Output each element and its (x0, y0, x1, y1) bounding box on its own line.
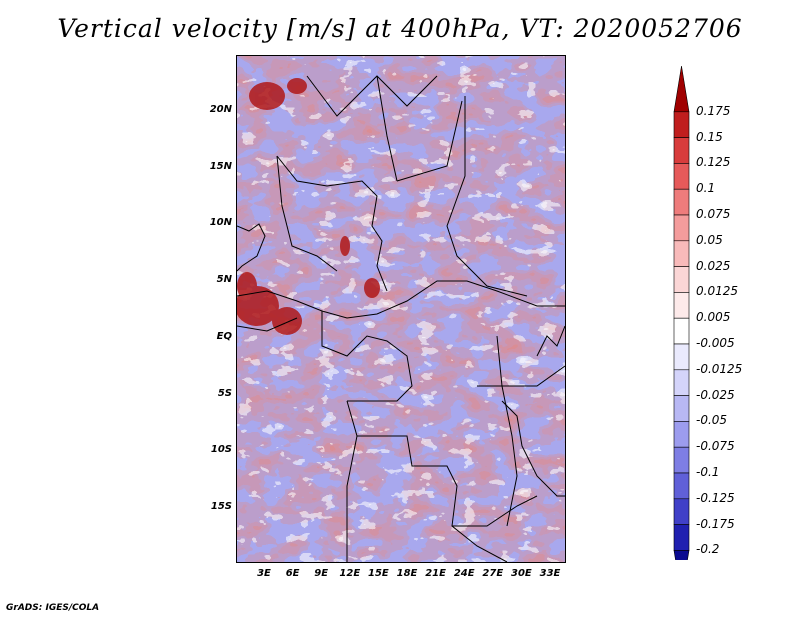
colorbar-swatch (673, 266, 690, 293)
colorbar-tick-label: -0.2 (696, 542, 720, 557)
map-title: Vertical velocity [m/s] at 400hPa, VT: 2… (57, 14, 743, 43)
colorbar-swatch (673, 524, 690, 551)
colorbar-tick-label: 0.005 (696, 310, 731, 325)
colorbar-swatch (673, 369, 690, 396)
lat-tick-label: 15S (210, 500, 232, 512)
colorbar-tick-label: -0.05 (696, 413, 728, 428)
colorbar-swatch (673, 395, 690, 422)
lon-tick-label: 6E (285, 568, 300, 579)
lat-tick-label: EQ (216, 330, 232, 342)
lon-tick-label: 21E (425, 568, 446, 579)
lat-tick-label: 10S (210, 444, 232, 456)
colorbar-tick-label: -0.075 (696, 439, 735, 454)
colorbar-tick-label: 0.125 (696, 155, 731, 170)
colorbar-swatch (673, 214, 690, 242)
colorbar-tick-label: 0.075 (696, 207, 731, 221)
coastlines-borders (237, 75, 565, 562)
colorbar-swatch (673, 137, 690, 164)
colorbar-swatch (673, 343, 690, 371)
colorbar-swatch (673, 65, 690, 113)
lon-tick-label: 3E (257, 568, 271, 579)
colorbar-tick-label: 0.175 (696, 103, 731, 118)
colorbar-swatch (673, 163, 690, 190)
colorbar-tick-label: -0.1 (696, 465, 720, 479)
colorbar-swatch (673, 292, 690, 319)
lon-tick-label: 15E (368, 568, 389, 579)
colorbar-tick-label: -0.125 (696, 490, 735, 505)
lon-tick-label: 12E (339, 568, 361, 579)
colorbar-tick-label: -0.005 (696, 336, 735, 350)
colorbar-tick-label: 0.1 (696, 181, 716, 196)
colorbar-tick-label: 0.05 (696, 232, 723, 247)
lon-tick-label: 9E (314, 568, 329, 579)
colorbar-swatch (673, 550, 690, 560)
updraft-cells (237, 78, 380, 335)
lon-tick-label: 18E (396, 568, 418, 579)
lat-tick-label: 5S (217, 387, 232, 399)
lat-tick-label: 15N (209, 160, 232, 172)
map-plot-area (236, 55, 566, 563)
lon-tick-label: 33E (539, 568, 561, 579)
lat-tick-label: 5N (216, 274, 232, 286)
lon-tick-label: 27E (482, 568, 504, 579)
lat-tick-label: 10N (209, 217, 232, 229)
colorbar-tick-label: -0.0125 (696, 361, 743, 376)
colorbar-tick-label: -0.175 (696, 516, 735, 531)
colorbar-swatch (673, 472, 690, 500)
lat-tick-label: 20N (209, 104, 232, 115)
colorbar-tick-label: -0.025 (696, 387, 735, 402)
colorbar-swatch (673, 421, 690, 448)
lon-tick-label: 30E (511, 568, 532, 579)
colorbar-swatch (673, 188, 690, 216)
colorbar-swatches (673, 65, 690, 560)
colorbar-swatch (673, 240, 690, 267)
colorbar-swatch (673, 498, 690, 525)
colorbar-tick-label: 0.15 (696, 129, 723, 144)
colorbar-swatch (673, 111, 690, 138)
grads-credit: GrADS: IGES/COLA (6, 603, 100, 613)
colorbar-tick-label: 0.025 (696, 258, 731, 273)
colorbar-swatch (673, 446, 690, 474)
colorbar-tick-label: 0.0125 (696, 284, 738, 299)
colorbar-swatch (673, 317, 690, 345)
lon-tick-label: 24E (453, 568, 475, 579)
